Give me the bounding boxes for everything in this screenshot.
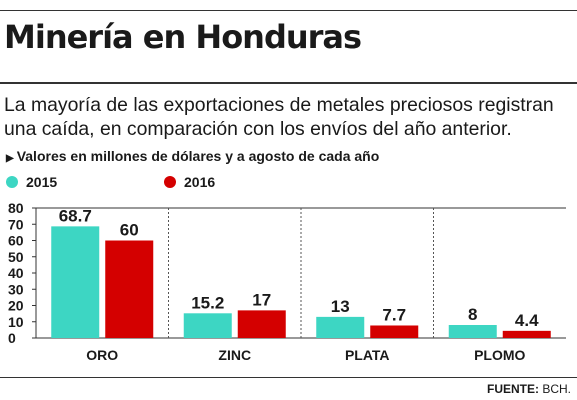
data-label: 7.7 (382, 305, 406, 324)
x-category-label: PLOMO (474, 347, 525, 363)
bar-plata-2016 (370, 325, 419, 338)
bar-plata-2015 (316, 316, 365, 338)
units-note: ▶ Valores en millones de dólares y a agos… (6, 148, 379, 164)
data-label: 17 (252, 290, 271, 309)
data-label: 4.4 (515, 311, 539, 330)
y-tick-label: 0 (8, 330, 16, 346)
y-tick-label: 30 (8, 281, 24, 297)
data-label: 60 (120, 221, 139, 240)
bottom-rule (0, 377, 577, 378)
bar-plomo-2015 (448, 325, 497, 338)
top-rule (0, 10, 577, 11)
x-category-label: PLATA (345, 347, 390, 363)
legend-swatch-2015 (6, 176, 18, 188)
source-credit: FUENTE: BCH. (487, 382, 571, 396)
data-label: 13 (331, 297, 350, 316)
play-arrow-icon: ▶ (6, 153, 14, 164)
legend-swatch-2016 (164, 176, 176, 188)
legend-item-2015: 2015 (6, 174, 57, 190)
units-note-text: Valores en millones de dólares y a agost… (16, 148, 380, 164)
legend-item-2016: 2016 (164, 174, 215, 190)
data-label: 15.2 (191, 293, 224, 312)
data-label: 68.7 (59, 206, 92, 225)
x-category-label: ORO (86, 347, 118, 363)
chart-subtitle: La mayoría de las exportaciones de metal… (4, 94, 554, 140)
y-tick-label: 70 (8, 216, 24, 232)
y-tick-label: 80 (8, 200, 24, 216)
y-tick-label: 50 (8, 249, 24, 265)
source-value: BCH. (542, 382, 571, 396)
legend-label-2016: 2016 (184, 174, 216, 190)
source-label: FUENTE: (486, 382, 539, 396)
bar-oro-2016 (105, 240, 154, 338)
y-tick-label: 20 (8, 298, 24, 314)
y-tick-label: 40 (8, 265, 24, 281)
bar-zinc-2016 (237, 310, 286, 338)
legend-label-2015: 2015 (26, 174, 58, 190)
y-tick-label: 10 (8, 314, 24, 330)
title-rule (0, 82, 577, 84)
y-tick-label: 60 (8, 233, 24, 249)
bar-zinc-2015 (183, 313, 232, 338)
bar-plomo-2016 (502, 330, 551, 338)
data-label: 8 (468, 305, 477, 324)
x-category-label: ZINC (218, 347, 251, 363)
bar-oro-2015 (51, 226, 100, 338)
chart-title: Minería en Honduras (4, 18, 362, 56)
